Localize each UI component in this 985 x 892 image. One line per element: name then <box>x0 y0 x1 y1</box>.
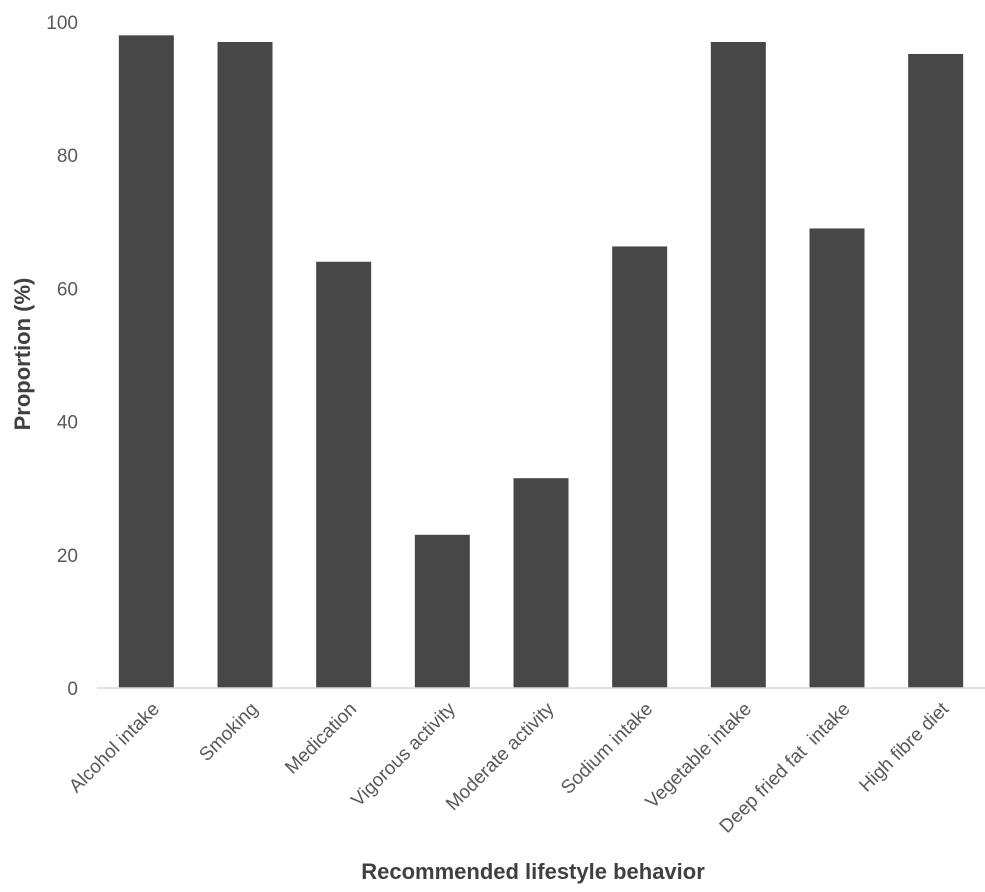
y-tick-label: 80 <box>57 146 78 167</box>
y-axis-title: Proportion (%) <box>10 278 35 431</box>
x-tick-label: Alcohol intake <box>65 699 163 797</box>
y-tick-label: 100 <box>46 13 78 34</box>
x-tick-label: Vegetable intake <box>642 699 756 813</box>
bar <box>217 41 273 689</box>
bars <box>118 35 964 689</box>
y-tick-label: 60 <box>57 279 78 300</box>
x-axis-title: Recommended lifestyle behavior <box>361 859 705 884</box>
y-tick-label: 20 <box>57 546 78 567</box>
y-tick-label: 40 <box>57 413 78 434</box>
bar <box>809 228 865 688</box>
x-tick-label: Moderate activity <box>442 698 559 815</box>
x-tick-label: Medication <box>281 699 361 779</box>
y-tick-label: 0 <box>67 679 78 700</box>
bar <box>316 261 372 688</box>
x-tick-label: Sodium intake <box>557 699 657 799</box>
y-axis-ticks: 0 20 40 60 80 100 <box>46 13 78 700</box>
x-tick-label: Smoking <box>195 699 262 766</box>
bar <box>908 53 964 688</box>
bar <box>414 534 470 688</box>
bar <box>513 478 569 688</box>
bar <box>118 35 174 688</box>
bar <box>612 246 668 688</box>
x-axis-ticks: Alcohol intake Smoking MedicationVigorous … <box>65 698 953 837</box>
x-tick-label: High fibre diet <box>855 698 953 796</box>
bar <box>710 41 766 689</box>
x-tick-label: Vigorous activity <box>347 698 460 811</box>
